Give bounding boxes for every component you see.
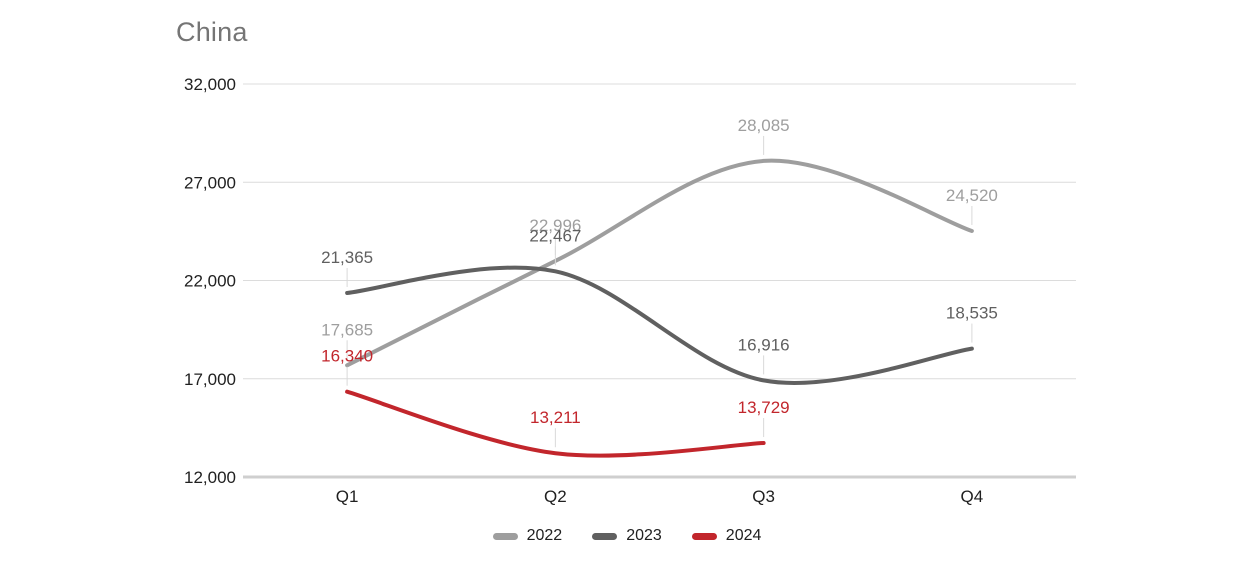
data-label-2024: 13,211 [530,408,581,427]
y-tick-label: 32,000 [184,75,236,94]
legend-label-2024: 2024 [725,527,762,544]
chart-legend: 2022 2023 2024 [0,527,1254,545]
data-label-2022: 28,085 [738,116,790,135]
data-label-2022: 17,685 [321,320,373,339]
legend-item-2022: 2022 [492,527,563,545]
x-tick-label: Q1 [336,487,359,506]
series-line-2022 [345,158,974,368]
data-label-2023: 16,916 [738,335,790,354]
legend-swatch-2022-icon [492,532,518,540]
data-label-2023: 21,365 [321,248,373,267]
legend-item-2024: 2024 [691,527,762,545]
data-label-2023: 22,467 [529,226,581,245]
legend-swatch-2023-icon [592,532,618,540]
data-label-2024: 16,340 [321,347,373,366]
legend-item-2023: 2023 [592,527,662,545]
data-label-2024: 13,729 [738,398,790,417]
data-label-2023: 18,535 [946,304,998,323]
y-tick-label: 17,000 [184,370,236,389]
chart-title: China [176,17,248,47]
legend-label-2023: 2023 [626,527,662,544]
series-line-2024 [345,389,766,458]
legend-swatch-2024-icon [691,532,717,540]
y-tick-label: 12,000 [184,468,236,487]
data-label-2022: 22,996 [529,216,581,235]
series-line-2023 [345,265,974,385]
y-tick-label: 22,000 [184,272,236,291]
x-tick-label: Q2 [544,487,567,506]
x-tick-label: Q3 [752,487,775,506]
data-label-2022: 24,520 [946,186,998,205]
x-tick-label: Q4 [961,487,984,506]
y-tick-label: 27,000 [184,173,236,192]
legend-label-2022: 2022 [526,527,563,544]
